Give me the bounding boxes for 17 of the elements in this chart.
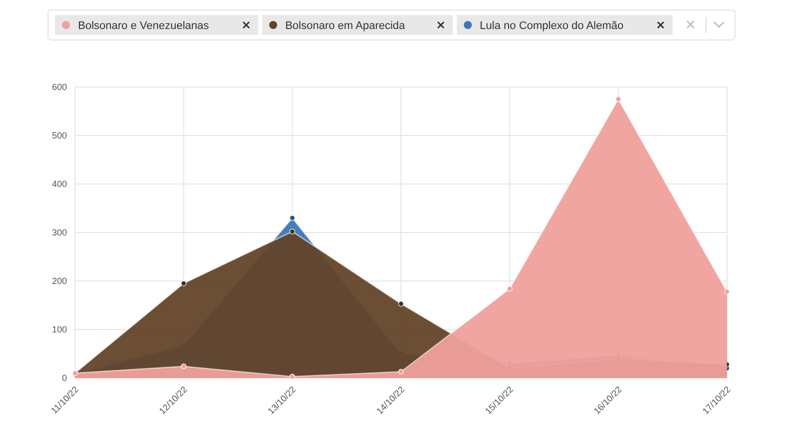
y-tick-label: 400 (52, 179, 67, 190)
point (398, 368, 404, 374)
point (290, 228, 296, 234)
y-tick-label: 600 (52, 82, 67, 92)
point (398, 300, 404, 307)
y-tick-label: 500 (52, 130, 67, 141)
legend-label: Bolsonaro em Aparecida (285, 20, 406, 32)
point (180, 364, 186, 370)
y-tick-label: 200 (52, 276, 67, 286)
y-tick-label: 100 (52, 324, 67, 335)
legend-label: Lula no Complexo do Alemão (480, 20, 624, 32)
y-tick-label: 300 (52, 228, 67, 238)
y-tick-label: 0 (62, 373, 67, 384)
point (180, 280, 186, 286)
legend-label: Bolsonaro e Venezuelanas (78, 20, 210, 32)
point (290, 374, 296, 380)
point (724, 288, 730, 294)
